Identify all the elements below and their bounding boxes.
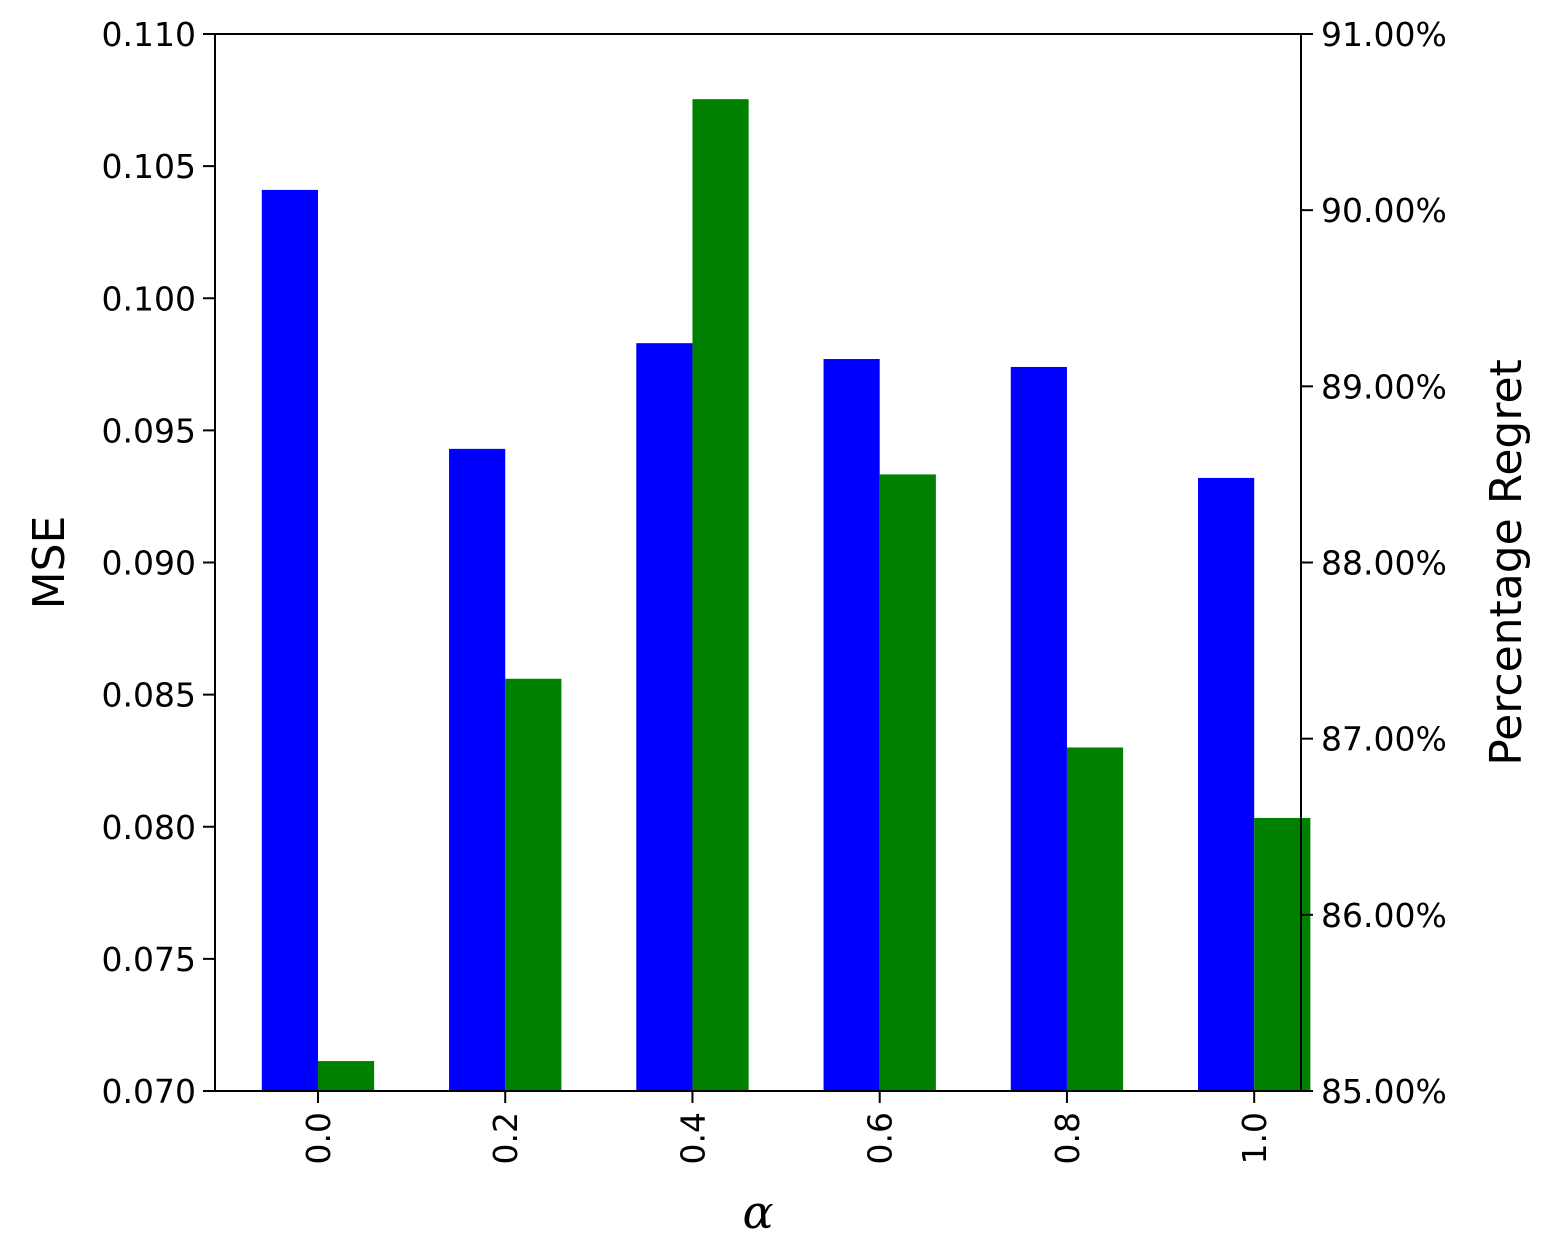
bar-regret-0.2 <box>505 678 562 1091</box>
x-tick-label: 0.2 <box>486 1112 525 1164</box>
y-axis-right-title: Percentage Regret <box>1481 359 1532 766</box>
left-tick-label: 0.100 <box>102 279 196 318</box>
x-tick-label: 0.8 <box>1048 1112 1087 1164</box>
left-tick-label: 0.095 <box>102 411 196 450</box>
left-axis-ticks: 0.070 0.075 0.080 0.085 0.090 0.095 0.100 0.105… <box>102 15 215 1111</box>
right-tick-label: 87.00% <box>1321 720 1447 759</box>
right-tick-label: 88.00% <box>1321 544 1447 583</box>
right-tick-label: 90.00% <box>1321 191 1447 230</box>
bars-group <box>261 99 1311 1092</box>
left-tick-label: 0.105 <box>102 147 196 186</box>
bar-mse-0.2 <box>449 448 506 1091</box>
right-tick-label: 85.00% <box>1321 1072 1447 1111</box>
bar-mse-0.6 <box>823 359 880 1092</box>
x-tick-label: 0.6 <box>861 1112 900 1164</box>
plot-frame <box>214 33 1302 1092</box>
x-axis-title: α <box>742 1185 773 1239</box>
right-tick-label: 86.00% <box>1321 896 1447 935</box>
bar-regret-0.4 <box>692 99 749 1092</box>
bar-mse-1.0 <box>1198 477 1255 1091</box>
bar-regret-0.6 <box>879 474 936 1092</box>
left-tick-label: 0.075 <box>102 940 196 979</box>
x-tick-label: 0.0 <box>299 1112 338 1164</box>
right-axis-ticks: 85.00% 86.00% 87.00% 88.00% 89.00% 90.00% 91.0… <box>1301 15 1447 1111</box>
x-axis-ticks: 0.0 0.2 0.4 0.6 0.8 1.0 <box>299 1091 1274 1164</box>
left-tick-label: 0.110 <box>102 15 196 54</box>
right-tick-label: 89.00% <box>1321 367 1447 406</box>
bar-regret-0.0 <box>317 1061 375 1091</box>
left-tick-label: 0.090 <box>102 544 196 583</box>
bar-mse-0.4 <box>636 343 693 1091</box>
bar-regret-0.8 <box>1066 747 1124 1091</box>
x-tick-label: 0.4 <box>673 1112 712 1164</box>
y-axis-left-title: MSE <box>24 516 75 610</box>
x-tick-label: 1.0 <box>1235 1112 1274 1164</box>
left-tick-label: 0.080 <box>102 808 196 847</box>
right-tick-label: 91.00% <box>1321 15 1447 54</box>
left-tick-label: 0.070 <box>102 1072 196 1111</box>
left-tick-label: 0.085 <box>102 676 196 715</box>
bar-mse-0.8 <box>1010 366 1067 1092</box>
bar-mse-0.0 <box>261 189 318 1092</box>
